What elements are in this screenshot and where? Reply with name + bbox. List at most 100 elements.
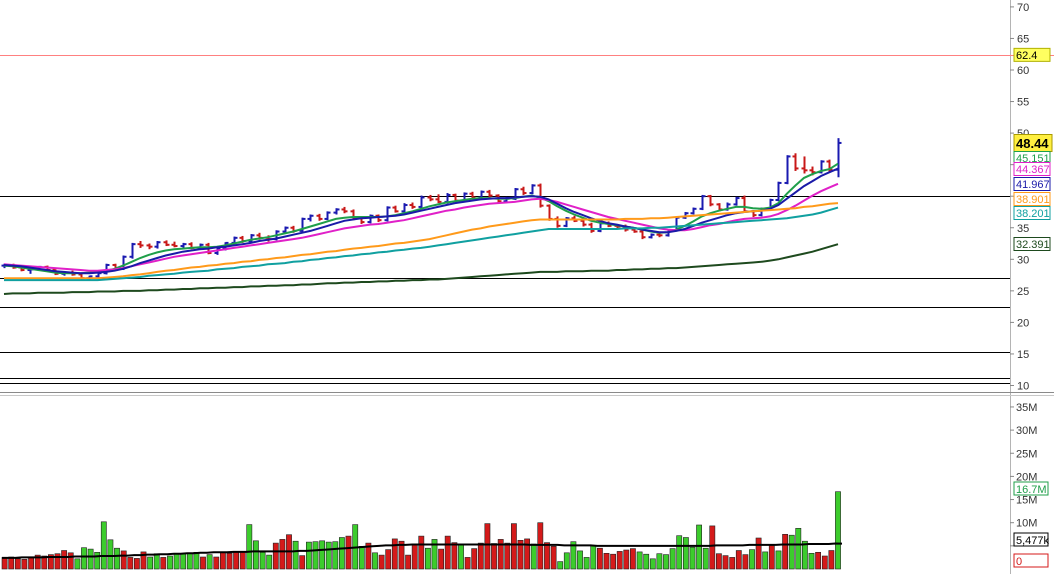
volume-bar[interactable] (815, 551, 821, 570)
volume-bar[interactable] (1, 557, 8, 570)
volume-bar[interactable] (669, 548, 676, 570)
volume-bar[interactable] (147, 556, 153, 570)
volume-bar[interactable] (87, 548, 94, 570)
volume-bar[interactable] (682, 537, 689, 570)
volume-bar[interactable] (81, 547, 87, 570)
volume-bar[interactable] (299, 555, 306, 570)
volume-bar[interactable] (180, 552, 187, 570)
volume-bar[interactable] (272, 542, 279, 570)
volume-bar[interactable] (153, 553, 160, 570)
volume-bar[interactable] (391, 538, 398, 570)
ohlc-bar[interactable] (639, 229, 646, 240)
ohlc-bar[interactable] (401, 203, 408, 213)
ohlc-bar[interactable] (690, 207, 697, 215)
volume-bar[interactable] (491, 543, 497, 570)
volume-bar[interactable] (186, 553, 193, 570)
volume-bar[interactable] (345, 535, 352, 570)
volume-bar[interactable] (629, 548, 636, 570)
volume-bar[interactable] (775, 550, 782, 570)
volume-bar[interactable] (715, 553, 722, 570)
volume-bar[interactable] (14, 558, 21, 570)
ohlc-bar[interactable] (163, 240, 170, 247)
ohlc-bar[interactable] (435, 194, 442, 204)
volume-bar[interactable] (709, 525, 716, 570)
volume-bar[interactable] (583, 557, 590, 570)
volume-bar[interactable] (577, 550, 583, 570)
volume-bar[interactable] (517, 539, 524, 570)
ohlc-bar[interactable] (154, 241, 161, 249)
volume-bar[interactable] (21, 558, 28, 570)
volume-bar[interactable] (140, 551, 147, 570)
volume-bar[interactable] (497, 539, 504, 570)
moving-average-line-6[interactable] (3, 243, 839, 295)
volume-bar[interactable] (524, 538, 530, 570)
volume-bar[interactable] (114, 547, 120, 570)
volume-bar[interactable] (451, 542, 458, 570)
volume-bar[interactable] (504, 542, 511, 570)
volume-bar[interactable] (570, 541, 577, 570)
volume-bar[interactable] (173, 553, 180, 570)
volume-bar[interactable] (67, 552, 74, 570)
volume-bar[interactable] (696, 524, 702, 570)
volume-bar[interactable] (61, 550, 67, 570)
volume-bar[interactable] (782, 533, 788, 570)
volume-bar[interactable] (206, 554, 213, 570)
volume-bar[interactable] (768, 545, 775, 570)
volume-bar[interactable] (305, 541, 312, 570)
ohlc-bar[interactable] (733, 196, 740, 206)
volume-bar[interactable] (28, 557, 34, 570)
volume-bar[interactable] (120, 550, 127, 570)
volume-bar[interactable] (213, 556, 220, 570)
volume-bar[interactable] (266, 554, 273, 570)
volume-bar[interactable] (550, 545, 557, 570)
moving-average-line-2[interactable] (3, 182, 839, 272)
volume-bar[interactable] (279, 539, 286, 570)
volume-bar[interactable] (477, 542, 484, 570)
volume-bar[interactable] (405, 554, 411, 570)
volume-bar[interactable] (742, 554, 749, 570)
volume-bar[interactable] (795, 527, 802, 570)
volume-bar[interactable] (134, 558, 140, 570)
ohlc-bar[interactable] (784, 155, 791, 185)
volume-bar[interactable] (246, 524, 253, 570)
ohlc-bar[interactable] (409, 202, 416, 209)
volume-bar[interactable] (643, 553, 650, 570)
volume-bar[interactable] (338, 537, 345, 570)
volume-bar[interactable] (424, 547, 431, 570)
ohlc-bar[interactable] (384, 206, 391, 222)
volume-bar[interactable] (663, 554, 669, 570)
volume-bar[interactable] (47, 554, 54, 570)
volume-bar[interactable] (319, 540, 325, 570)
volume-bar[interactable] (253, 540, 259, 570)
volume-bar[interactable] (510, 523, 517, 570)
volume-bar[interactable] (471, 548, 478, 570)
ohlc-bar[interactable] (129, 242, 136, 259)
volume-bar[interactable] (735, 550, 742, 570)
volume-bar[interactable] (74, 558, 81, 570)
volume-bar[interactable] (603, 552, 610, 570)
volume-bar[interactable] (702, 547, 709, 570)
volume-average-line[interactable] (2, 542, 843, 559)
volume-bar[interactable] (54, 553, 61, 570)
ohlc-bar[interactable] (707, 194, 714, 207)
volume-bar[interactable] (365, 542, 372, 570)
ohlc-bar[interactable] (375, 214, 382, 223)
volume-bar[interactable] (127, 557, 134, 570)
volume-bar[interactable] (649, 558, 656, 570)
ohlc-bar[interactable] (316, 213, 323, 221)
volume-bar[interactable] (200, 556, 206, 570)
volume-bar[interactable] (372, 552, 378, 570)
volume-bar[interactable] (722, 555, 729, 570)
ohlc-bar[interactable] (418, 195, 425, 209)
volume-bar[interactable] (220, 551, 226, 570)
ohlc-bar[interactable] (648, 233, 655, 239)
volume-bar[interactable] (431, 539, 438, 570)
volume-bar[interactable] (233, 551, 239, 570)
volume-bar[interactable] (616, 551, 623, 570)
volume-bar[interactable] (160, 557, 167, 570)
volume-bar[interactable] (259, 551, 266, 570)
ohlc-bar[interactable] (520, 186, 527, 195)
moving-average-line-5[interactable] (4, 206, 839, 282)
volume-bar[interactable] (689, 546, 696, 570)
